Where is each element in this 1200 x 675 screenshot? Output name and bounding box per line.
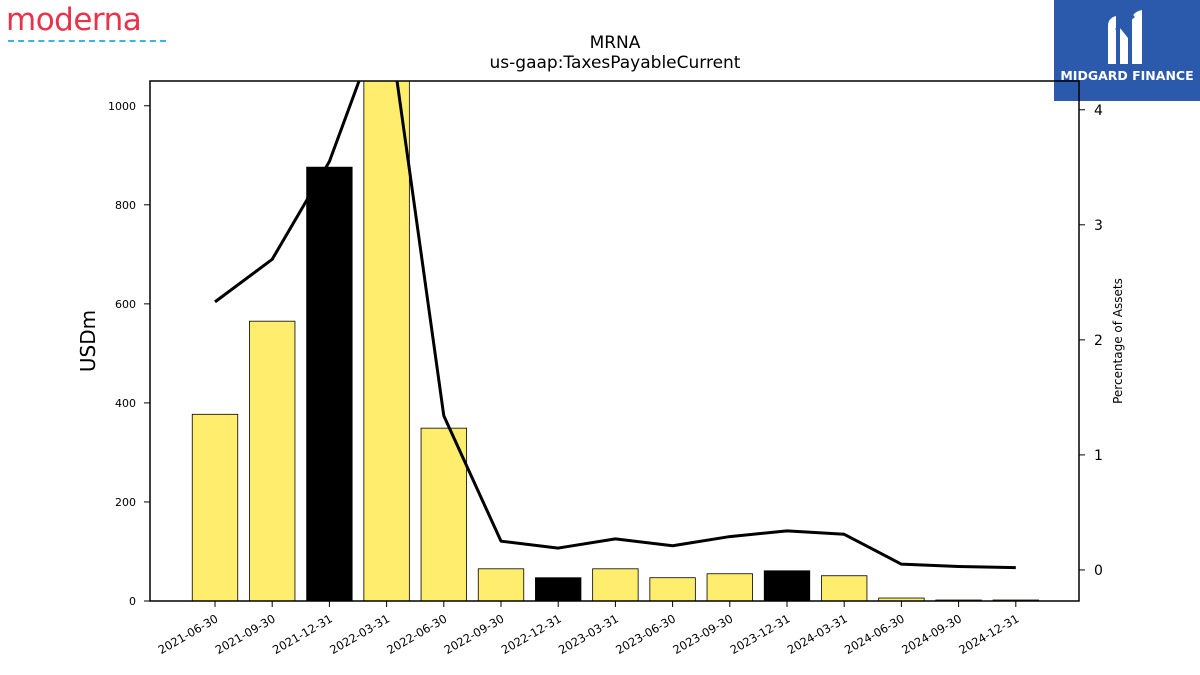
bar-series bbox=[191, 81, 1039, 601]
y2-tick-label: 0 bbox=[1094, 563, 1103, 579]
y-tick-label: 800 bbox=[115, 199, 136, 212]
chart-subtitle: us-gaap:TaxesPayableCurrent bbox=[490, 53, 741, 73]
x-tick-label: 2024-12-31 bbox=[956, 611, 1021, 657]
midgard-logo-text: MIDGARD FINANCE bbox=[1060, 68, 1194, 83]
x-tick-label: 2024-06-30 bbox=[842, 611, 907, 657]
bar-2022-12-31 bbox=[535, 577, 582, 601]
bar-2021-12-31 bbox=[306, 166, 353, 601]
y2-tick-label: 4 bbox=[1094, 103, 1103, 119]
plot-frame bbox=[149, 80, 1080, 602]
bar-2023-09-30 bbox=[706, 573, 753, 601]
bar-2022-06-30 bbox=[420, 427, 467, 601]
y-axis-left: 0 200 400 600 800 1000 bbox=[108, 100, 150, 608]
percentage-line bbox=[214, 81, 1016, 570]
bar-2023-03-31 bbox=[592, 568, 639, 601]
moderna-logo-text: moderna bbox=[6, 2, 142, 38]
bar-2022-09-30 bbox=[477, 568, 525, 601]
x-tick-label: 2023-09-30 bbox=[670, 611, 735, 657]
y-axis-label: USDm bbox=[76, 310, 100, 372]
x-tick-label: 2022-06-30 bbox=[384, 611, 449, 657]
midgard-m-icon bbox=[1108, 10, 1142, 64]
x-tick-label: 2022-03-31 bbox=[327, 611, 392, 657]
y-tick-label: 600 bbox=[115, 298, 136, 311]
x-tick-label: 2021-12-31 bbox=[270, 611, 335, 657]
y2-tick-label: 1 bbox=[1094, 448, 1103, 464]
bar-2021-06-30 bbox=[191, 413, 239, 601]
y-tick-label: 0 bbox=[129, 595, 136, 608]
x-axis: 2021-06-302021-09-302021-12-312022-03-31… bbox=[156, 601, 1021, 657]
y-axis-right: 0 1 2 3 4 bbox=[1079, 103, 1103, 579]
y2-tick-label: 3 bbox=[1094, 218, 1103, 234]
bar-2021-09-30 bbox=[249, 320, 296, 601]
chart-title: MRNA bbox=[590, 33, 641, 53]
x-tick-label: 2024-03-31 bbox=[785, 611, 850, 657]
x-tick-label: 2023-03-31 bbox=[556, 611, 621, 657]
x-tick-label: 2021-06-30 bbox=[156, 611, 221, 657]
y-tick-label: 400 bbox=[115, 397, 136, 410]
bar-2023-06-30 bbox=[649, 577, 696, 601]
x-tick-label: 2021-09-30 bbox=[213, 611, 278, 657]
line-series bbox=[214, 81, 1016, 570]
bar-2023-12-31 bbox=[763, 570, 811, 601]
moderna-logo: moderna bbox=[6, 2, 171, 46]
bar-2022-03-31 bbox=[363, 81, 410, 601]
y2-tick-label: 2 bbox=[1094, 333, 1103, 349]
y2-axis-label: Percentage of Assets bbox=[1111, 278, 1125, 404]
y-tick-label: 200 bbox=[115, 496, 136, 509]
x-tick-label: 2024-09-30 bbox=[899, 611, 964, 657]
moderna-logo-underline bbox=[8, 40, 166, 42]
y-tick-label: 1000 bbox=[108, 100, 136, 113]
x-tick-label: 2023-12-31 bbox=[728, 611, 793, 657]
bar-2024-03-31 bbox=[821, 575, 868, 601]
x-tick-label: 2022-09-30 bbox=[442, 611, 507, 657]
x-tick-label: 2022-12-31 bbox=[499, 611, 564, 657]
x-tick-label: 2023-06-30 bbox=[613, 611, 678, 657]
